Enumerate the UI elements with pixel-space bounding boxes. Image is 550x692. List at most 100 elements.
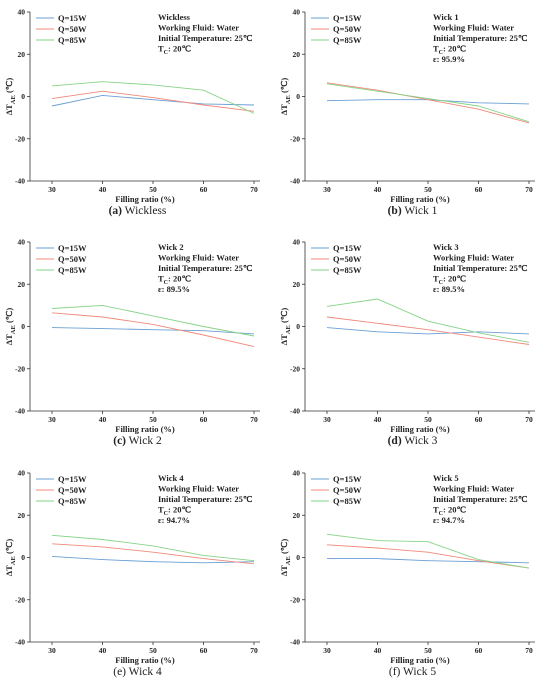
chart-panel-5: -40 -20 0 20 40 30 40 50 60 70 Filling ratio (%) ΔT… [0,461,275,692]
annotation-tc-subscript: C [439,511,443,517]
y-axis-label: ΔTAE (℃) [279,539,292,577]
annotation-line: Initial Temperature: 25℃ [158,33,253,43]
legend-label: Q=50W [58,485,87,495]
annotation-line: Working Fluid: Water [433,23,514,33]
x-tick-label: 60 [200,185,208,194]
y-tick-label: -20 [290,595,300,604]
annotation-tc-symbol: T [433,274,439,284]
series-line-q50w [51,543,255,565]
x-tick-label: 40 [99,185,107,194]
annotation-tc: TC: 20℃ [433,505,466,518]
series-line-q15w [326,99,530,105]
series-line-q85w [326,298,530,343]
annotation-tc-subscript: C [164,50,168,56]
caption-text: Wick 1 [401,205,438,217]
x-tick-label: 40 [99,646,107,655]
y-axis-label-subscript: AE [285,556,292,565]
x-tick-label: 60 [475,185,483,194]
chart-svg: -40 -20 0 20 40 30 40 50 60 70 Filling ratio (%) ΔT… [279,469,535,665]
x-axis-label: Filling ratio (%) [115,655,175,665]
caption-text: Wick 2 [126,435,162,447]
annotation-line: Initial Temperature: 25℃ [433,263,528,273]
chart-panel-1: -40 -20 0 20 40 30 40 50 60 70 Filling ratio (%) ΔT… [0,0,275,231]
annotation-title: Wick 2 [158,242,184,252]
panel-caption: (a) Wickless [0,205,275,217]
y-tick-label: 20 [293,50,301,59]
x-tick-label: 30 [323,646,331,655]
x-tick-label: 40 [99,415,107,424]
caption-letter: (c) [113,435,126,447]
caption-text: Wick 3 [401,435,438,447]
legend-label: Q=15W [58,13,87,23]
y-axis-label-main: ΔT [4,334,14,345]
legend-label: Q=85W [333,496,362,506]
annotation-tc: TC: 20℃ [158,44,191,57]
legend-label: Q=85W [58,265,87,275]
y-tick-label: -40 [15,177,25,186]
annotation-tc-subscript: C [164,511,168,517]
y-tick-label: 20 [18,50,26,59]
x-axis-label: Filling ratio (%) [390,194,450,204]
annotation-line: Working Fluid: Water [158,23,239,33]
series-line-q85w [326,83,530,123]
y-axis-label-main: ΔT [4,104,14,115]
legend-label: Q=85W [333,265,362,275]
y-axis-label-subscript: AE [10,325,17,334]
y-axis-label-subscript: AE [10,556,17,565]
y-tick-label: 0 [296,553,300,562]
x-tick-label: 30 [323,185,331,194]
annotation-title: Wick 3 [433,242,459,252]
y-tick-label: 20 [293,511,301,520]
annotation-line: Initial Temperature: 25℃ [433,33,528,43]
chart-svg: -40 -20 0 20 40 30 40 50 60 70 Filling ratio (%) ΔT… [4,238,260,434]
y-axis-label-unit: (℃) [4,539,14,557]
y-axis-label-unit: (℃) [4,78,14,96]
y-tick-label: 40 [18,469,26,478]
x-tick-label: 30 [48,185,56,194]
series-line-q85w [51,304,255,337]
annotation-tc: TC: 20℃ [158,274,191,287]
y-axis-label: ΔTAE (℃) [4,308,17,346]
series-line-q85w [51,81,255,114]
chart-panel-2: -40 -20 0 20 40 30 40 50 60 70 Filling ratio (%) ΔT… [275,0,550,231]
legend-label: Q=15W [333,13,362,23]
annotation-tc-symbol: T [158,274,164,284]
x-tick-label: 50 [149,415,157,424]
series-line-q15w [51,555,255,564]
x-axis-label: Filling ratio (%) [115,424,175,434]
legend-label: Q=15W [333,474,362,484]
legend-label: Q=50W [333,485,362,495]
y-axis-label: ΔTAE (℃) [4,78,17,116]
series-line-q50w [326,544,530,569]
y-tick-label: -40 [290,407,300,416]
caption-text: Wickless [122,205,167,217]
y-axis-label: ΔTAE (℃) [279,308,292,346]
chart-svg: -40 -20 0 20 40 30 40 50 60 70 Filling ratio (%) ΔT… [4,469,260,665]
x-tick-label: 50 [424,646,432,655]
annotation-line: Working Fluid: Water [433,253,514,263]
panel-caption: (e) Wick 4 [0,666,275,678]
series-line-q50w [51,312,255,348]
annotation-tc-value: : 20℃ [443,44,466,54]
y-axis-label-subscript: AE [285,95,292,104]
annotation-epsilon: ε: 95.9% [433,54,465,64]
y-tick-label: 40 [293,238,301,247]
y-tick-label: 0 [21,92,25,101]
x-axis-label: Filling ratio (%) [115,194,175,204]
legend-label: Q=85W [58,496,87,506]
annotation-line: Working Fluid: Water [158,484,239,494]
annotation-epsilon: ε: 94.7% [158,515,190,525]
y-tick-label: 20 [18,511,26,520]
y-tick-label: 40 [293,8,301,17]
y-tick-label: 40 [18,8,26,17]
series-line-q15w [51,94,255,107]
annotation-epsilon: ε: 89.5% [158,284,190,294]
annotation-tc-symbol: T [158,505,164,515]
chart-panel-4: -40 -20 0 20 40 30 40 50 60 70 Filling ratio (%) ΔT… [275,230,550,461]
series-line-q15w [51,327,255,335]
y-tick-label: 40 [293,469,301,478]
chart-svg: -40 -20 0 20 40 30 40 50 60 70 Filling ratio (%) ΔT… [279,238,535,434]
y-tick-label: -40 [290,177,300,186]
panel-caption: (d) Wick 3 [275,435,550,447]
